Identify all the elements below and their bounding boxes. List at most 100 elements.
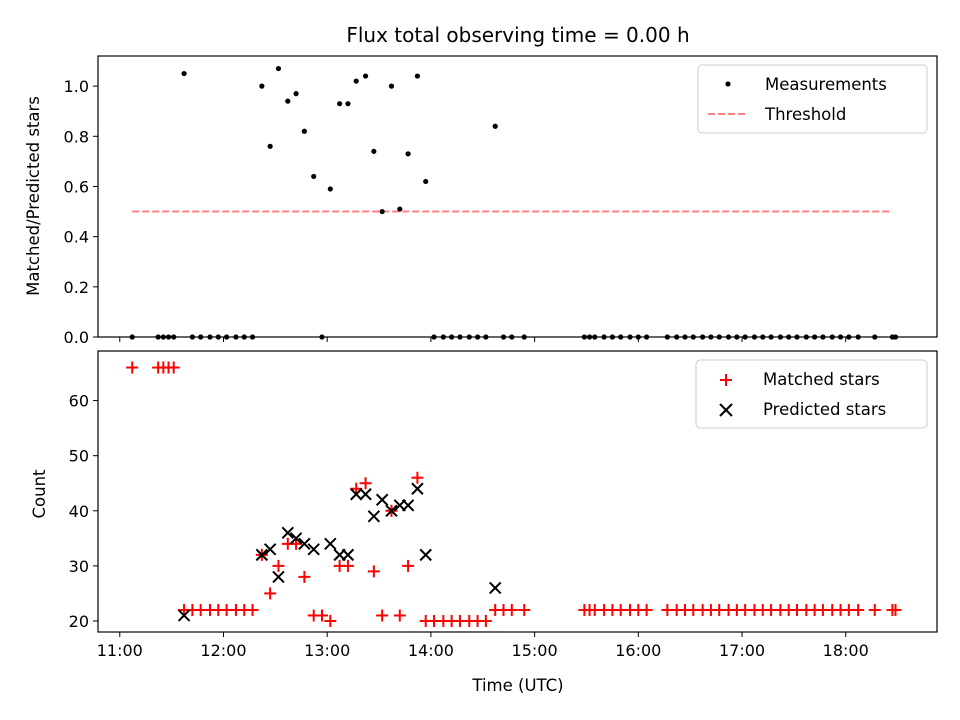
y-tick-label: 40 (69, 502, 89, 521)
x-tick-label: 13:00 (304, 641, 350, 660)
y-tick-label: 0.8 (64, 127, 89, 146)
predicted-point (419, 548, 432, 562)
matched-point (341, 559, 354, 572)
matched-point (324, 614, 337, 627)
x-tick-label: 14:00 (408, 641, 454, 660)
measurement-point (379, 208, 385, 215)
predicted-point (359, 488, 372, 501)
x-tick-label: 17:00 (719, 641, 765, 660)
matched-point (126, 361, 139, 374)
measurement-point (388, 83, 395, 89)
predicted-point (324, 537, 337, 551)
matched-point (518, 603, 531, 616)
measurement-point (259, 83, 265, 89)
predicted-point (401, 499, 415, 512)
predicted-point (488, 581, 502, 595)
measurement-point (397, 206, 403, 212)
predicted-point (281, 526, 294, 540)
measurement-point (423, 178, 429, 185)
matched-point (367, 565, 380, 578)
matched-point (264, 587, 277, 600)
ratio-plot-frame (97, 55, 938, 338)
matched-point (290, 537, 303, 550)
predicted-point (177, 609, 191, 622)
matched-point (298, 570, 311, 583)
y-tick-label: 0.2 (64, 278, 89, 297)
y-tick-label: 60 (69, 392, 89, 411)
ratio-y-axis-title: Matched/Predicted stars (24, 96, 43, 296)
ratio-panel: 0.0 0.2 0.4 0.6 0.8 1.0 Matched/Predicted sta… (24, 55, 938, 347)
y-tick-label: 0.4 (64, 228, 89, 247)
count-legend: Matched stars Predicted stars (695, 359, 928, 429)
y-tick-label: 20 (69, 612, 89, 631)
predicted-point (272, 570, 285, 584)
measurement-point (414, 73, 421, 79)
predicted-point (385, 504, 398, 517)
x-tick-label: 12:00 (200, 641, 246, 660)
count-plot-frame (97, 350, 938, 633)
x-tick-label: 15:00 (512, 641, 558, 660)
matched-point (272, 559, 285, 572)
legend-measurements-label: Measurements (765, 75, 887, 94)
matched-point (868, 603, 881, 616)
measurement-point (285, 98, 291, 104)
matched-point (411, 471, 424, 484)
matched-point (376, 609, 389, 622)
count-y-axis-title: Count (30, 469, 49, 519)
matched-point (505, 603, 518, 616)
matched-point (316, 609, 329, 622)
measurement-point (345, 101, 351, 107)
y-tick-label: 1.0 (64, 77, 89, 96)
legend-threshold-label: Threshold (764, 105, 846, 124)
measurement-point (275, 65, 282, 72)
predicted-point (298, 537, 311, 551)
matched-point (246, 603, 259, 616)
measurement-point (267, 143, 273, 149)
matched-point (640, 603, 653, 616)
x-tick-label: 11:00 (97, 641, 143, 660)
predicted-point (263, 543, 277, 556)
matched-point (402, 559, 415, 572)
x-axis-title: Time (UTC) (471, 676, 563, 695)
x-tick-label: 16:00 (615, 641, 661, 660)
measurement-point (492, 123, 498, 129)
x-tick-label: 18:00 (823, 641, 869, 660)
y-tick-label: 0.0 (64, 328, 89, 347)
predicted-point (367, 510, 381, 523)
legend-predicted-label: Predicted stars (763, 400, 886, 419)
count-legend-box (695, 359, 928, 429)
matched-point (852, 603, 865, 616)
measurement-point (327, 186, 333, 192)
predicted-point (411, 482, 424, 495)
predicted-point (350, 488, 363, 501)
legend-predicted-marker (719, 403, 733, 417)
measurement-point (362, 73, 369, 79)
legend-matched-label: Matched stars (763, 370, 880, 389)
matched-point (479, 614, 492, 627)
ratio-legend-box (697, 64, 928, 134)
predicted-point (375, 493, 389, 506)
measurement-point (311, 173, 317, 180)
matched-point (359, 477, 372, 490)
y-tick-label: 0.6 (64, 177, 89, 196)
measurement-point (301, 128, 307, 134)
y-tick-label: 50 (69, 447, 89, 466)
y-tick-label: 30 (69, 557, 89, 576)
measurement-point (371, 148, 377, 154)
matched-point (167, 361, 180, 374)
predicted-point (289, 532, 303, 545)
measurement-point (337, 101, 343, 107)
measurement-point (181, 70, 187, 77)
legend-matched-marker (720, 374, 732, 386)
measurement-point (405, 151, 411, 157)
measurement-point (353, 78, 359, 84)
chart-title: Flux total observing time = 0.00 h (346, 23, 689, 47)
matched-point (393, 609, 406, 622)
ratio-legend: Measurements Threshold (697, 64, 928, 134)
predicted-point (307, 543, 320, 556)
predicted-point (255, 548, 269, 562)
matched-point (889, 603, 902, 616)
legend-measurements-marker (725, 81, 731, 87)
predicted-point (341, 548, 355, 562)
